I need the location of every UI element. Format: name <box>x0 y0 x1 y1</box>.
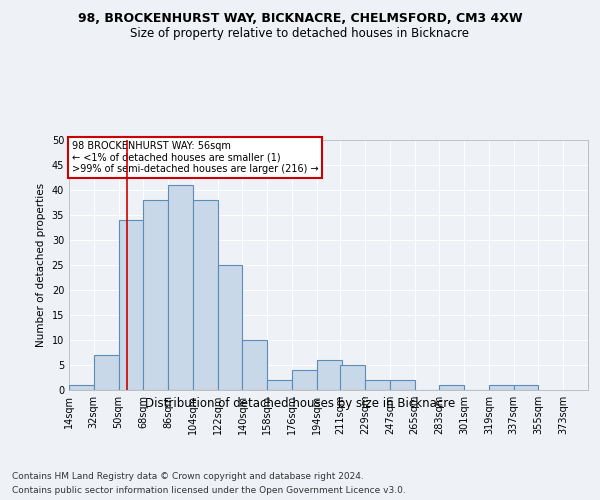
Text: Contains public sector information licensed under the Open Government Licence v3: Contains public sector information licen… <box>12 486 406 495</box>
Text: 98 BROCKENHURST WAY: 56sqm
← <1% of detached houses are smaller (1)
>99% of semi: 98 BROCKENHURST WAY: 56sqm ← <1% of deta… <box>71 141 318 174</box>
Bar <box>143 200 168 390</box>
Bar <box>94 355 119 390</box>
Bar <box>218 265 242 390</box>
Text: Contains HM Land Registry data © Crown copyright and database right 2024.: Contains HM Land Registry data © Crown c… <box>12 472 364 481</box>
Bar <box>292 370 317 390</box>
Bar <box>317 360 341 390</box>
Bar <box>340 365 365 390</box>
Bar <box>119 220 143 390</box>
Bar <box>168 185 193 390</box>
Bar <box>514 385 538 390</box>
Bar <box>267 380 292 390</box>
Bar <box>193 200 218 390</box>
Bar <box>489 385 514 390</box>
Text: Distribution of detached houses by size in Bicknacre: Distribution of detached houses by size … <box>145 398 455 410</box>
Bar <box>69 385 94 390</box>
Text: 98, BROCKENHURST WAY, BICKNACRE, CHELMSFORD, CM3 4XW: 98, BROCKENHURST WAY, BICKNACRE, CHELMSF… <box>77 12 523 26</box>
Bar <box>390 380 415 390</box>
Text: Size of property relative to detached houses in Bicknacre: Size of property relative to detached ho… <box>131 28 470 40</box>
Bar <box>365 380 390 390</box>
Bar <box>242 340 267 390</box>
Y-axis label: Number of detached properties: Number of detached properties <box>36 183 46 347</box>
Bar <box>439 385 464 390</box>
